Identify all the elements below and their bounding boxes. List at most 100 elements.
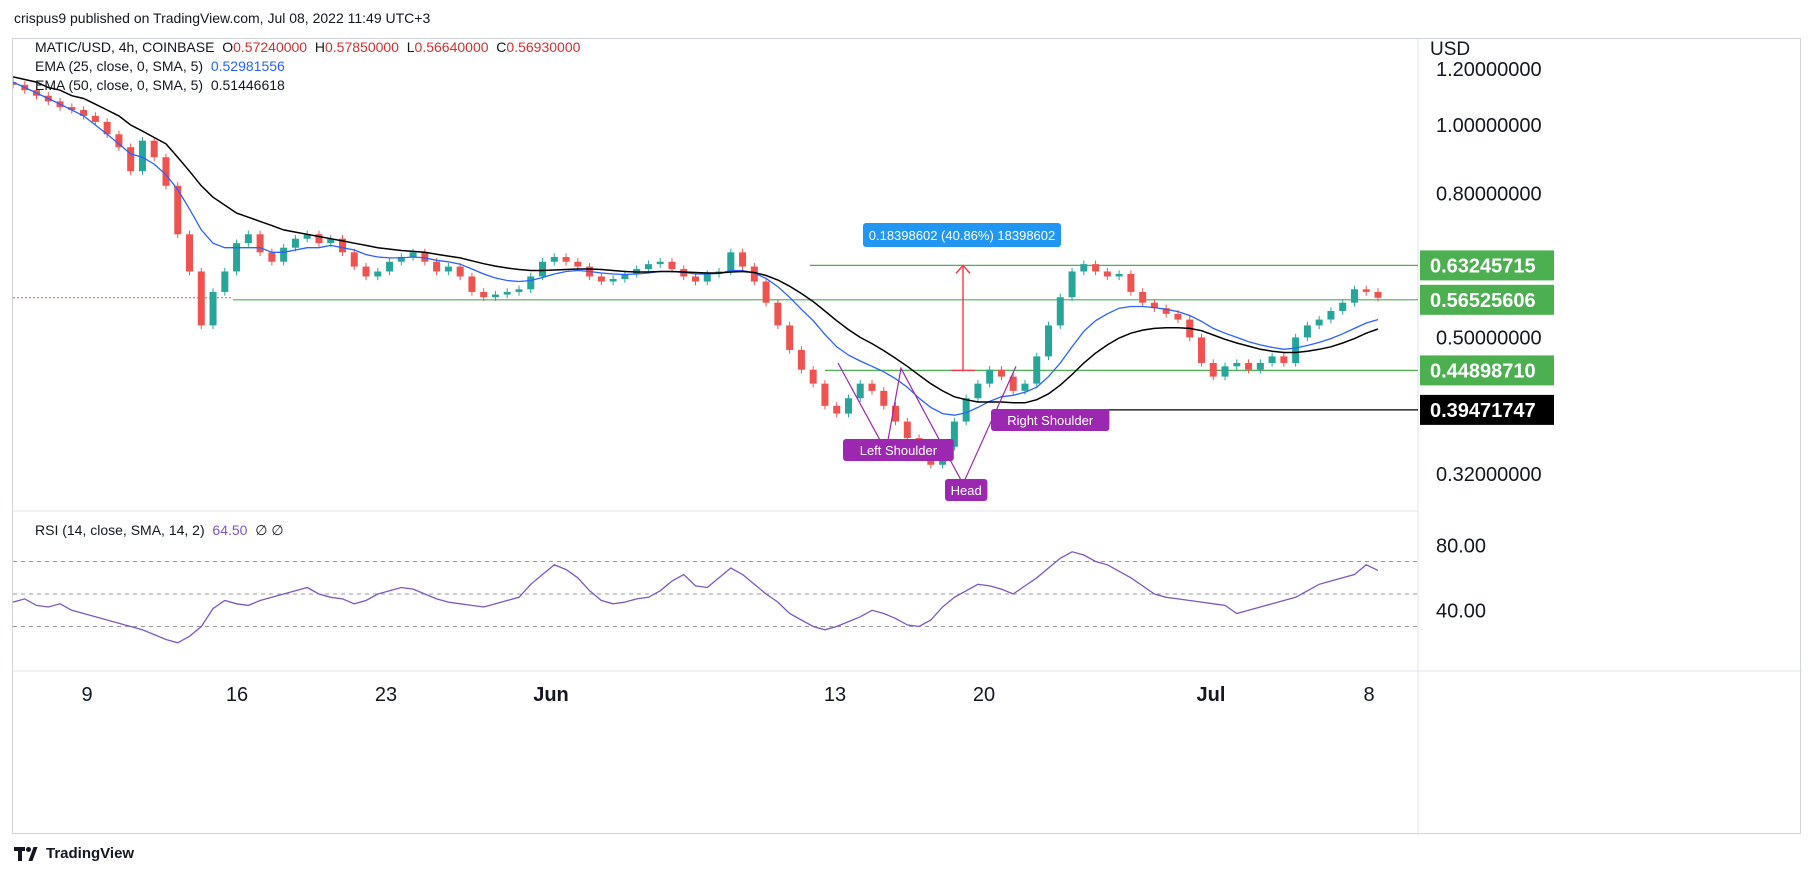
ema25-line — [13, 81, 1379, 416]
candle-body — [1256, 362, 1264, 370]
candle-body — [1197, 337, 1205, 363]
candle-body — [1056, 297, 1064, 326]
legend-c-label: C — [496, 39, 507, 55]
candle-body — [797, 349, 805, 370]
candle-body — [868, 383, 876, 391]
candle-body — [1127, 273, 1135, 292]
chart-frame[interactable]: 0.18398602 (40.86%) 18398602 Left Shoulde… — [12, 38, 1802, 835]
candle-body — [727, 252, 735, 272]
candle-body — [1092, 264, 1100, 272]
candle-body — [656, 261, 664, 265]
legend-rsi-row: RSI (14, close, SMA, 14, 2) 64.50 ∅ ∅ — [35, 522, 284, 539]
legend-ema25-label: EMA (25, close, 0, SMA, 5) — [35, 58, 204, 74]
candle-body — [644, 264, 652, 270]
candle-body — [1033, 356, 1041, 384]
ema-layer — [13, 76, 1379, 416]
legend-symbol: MATIC/USD, 4h, COINBASE — [35, 39, 215, 55]
candle-body — [303, 234, 311, 239]
candle-body — [480, 291, 488, 298]
candle-body — [1103, 271, 1111, 277]
right-shoulder-label-box — [991, 409, 1110, 431]
tradingview-logo-icon — [14, 846, 40, 861]
candle-body — [856, 383, 864, 399]
ema50-line — [13, 76, 1379, 404]
measure-arrowhead — [955, 264, 971, 274]
candle-body — [244, 234, 252, 244]
candle-body — [409, 252, 417, 257]
candle-body — [1268, 356, 1276, 363]
candle-body — [844, 398, 852, 414]
candle-body — [256, 234, 264, 253]
candle-body — [668, 261, 676, 270]
candle-body — [491, 294, 499, 298]
candle-body — [880, 390, 888, 406]
candle-body — [1339, 302, 1347, 312]
candle-body — [1292, 337, 1300, 363]
level-0.449-tag-text: 0.44898710 — [1430, 360, 1536, 382]
candle-body — [268, 252, 276, 262]
price-axis-layer: 0.63245715 0.56525606 0.44898710 0.39471747… — [81, 39, 1554, 706]
candle-body — [1374, 291, 1382, 298]
candle-body — [362, 266, 370, 277]
price-tick: 0.50000000 — [1436, 327, 1542, 349]
left-shoulder-label: Left Shoulder — [860, 443, 938, 458]
time-tick: 23 — [375, 684, 397, 706]
candle-body — [692, 276, 699, 282]
candle-body — [539, 261, 547, 277]
time-tick: 13 — [824, 684, 846, 706]
candle-body — [1150, 302, 1158, 309]
legend-l-label: L — [406, 39, 415, 55]
candle-body — [892, 405, 900, 422]
candle-body — [1115, 273, 1123, 277]
time-tick: Jul — [1197, 684, 1226, 706]
legend-ema25-row: EMA (25, close, 0, SMA, 5) 0.52981556 — [35, 58, 285, 74]
head-shoulders-outline — [837, 362, 1017, 486]
legend-o-label: O — [222, 39, 234, 55]
tradingview-brand[interactable]: TradingView — [14, 845, 134, 862]
candle-body — [1245, 362, 1253, 370]
level-0.632-tag-text: 0.63245715 — [1430, 255, 1536, 277]
candle-body — [115, 134, 123, 148]
legend-ema50-label: EMA (50, close, 0, SMA, 5) — [35, 77, 204, 93]
candle-body — [1174, 313, 1182, 320]
left-shoulder-label-box — [843, 439, 954, 461]
rsi-tick: 40.00 — [1436, 600, 1486, 622]
time-tick: Jun — [533, 684, 569, 706]
candle-body — [762, 281, 770, 303]
candle-body — [503, 291, 511, 295]
candle-body — [609, 278, 617, 282]
candle-body — [962, 398, 970, 422]
candle-body — [1068, 271, 1076, 298]
candle-body — [986, 369, 994, 384]
candle-body — [1280, 356, 1288, 363]
price-tick: 1.20000000 — [1436, 59, 1542, 81]
publisher-line: crispus9 published on TradingView.com, J… — [14, 10, 431, 26]
candle-body — [1080, 264, 1088, 272]
grid-layer — [13, 39, 1802, 835]
candle-body — [597, 276, 605, 282]
candle-body — [233, 243, 241, 272]
candle-body — [1139, 291, 1147, 303]
candle-body — [1362, 289, 1370, 292]
candle-body — [809, 369, 817, 384]
candle-body — [997, 369, 1005, 377]
candle-body — [291, 238, 299, 248]
candle-body — [327, 238, 335, 244]
candle-body — [386, 261, 394, 272]
head-shoulders-layer: 0.18398602 (40.86%) 18398602 Left Shoulde… — [837, 223, 1110, 501]
time-tick: 9 — [81, 684, 92, 706]
legend-rsi-label: RSI (14, close, SMA, 14, 2) — [35, 522, 205, 538]
candle-body — [1221, 366, 1229, 377]
candle-body — [1233, 362, 1241, 367]
legend-l-value: 0.56640000 — [414, 39, 489, 55]
candle-body — [421, 252, 429, 262]
candle-body — [315, 234, 323, 244]
level-0.395-tag-text: 0.39471747 — [1430, 400, 1536, 422]
candle-body — [1162, 308, 1170, 314]
level-0.565-tag — [1420, 284, 1554, 315]
candle-body — [209, 291, 217, 326]
chart-canvas[interactable]: 0.18398602 (40.86%) 18398602 Left Shoulde… — [13, 39, 1802, 835]
candle-body — [397, 256, 405, 262]
legend-c-value: 0.56930000 — [506, 39, 581, 55]
measure-label-text: 0.18398602 (40.86%) 18398602 — [869, 228, 1056, 243]
